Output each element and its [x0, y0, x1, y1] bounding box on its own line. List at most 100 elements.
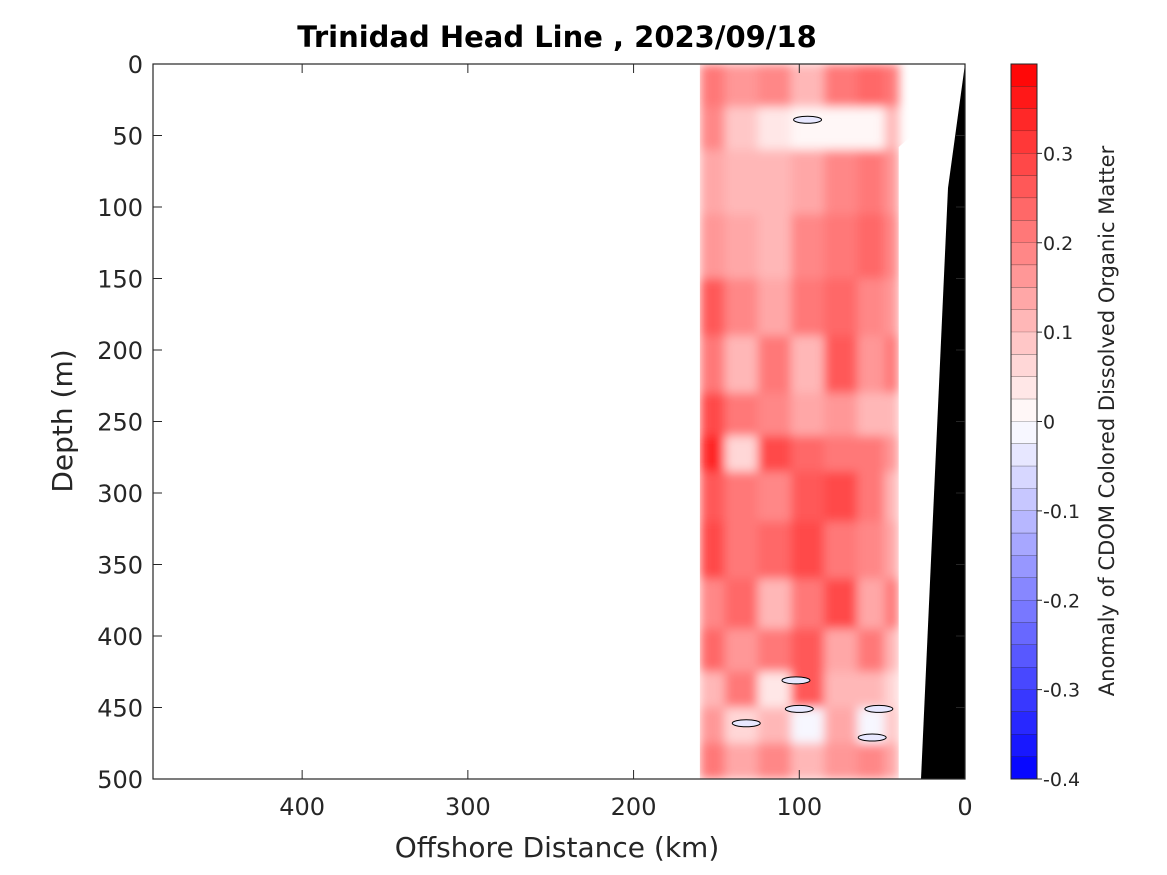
colorbar-tick-label: 0.1: [1043, 322, 1073, 344]
data-cell: [791, 578, 825, 630]
y-tick-label: 500: [97, 766, 143, 794]
colorbar-segment: [1011, 64, 1037, 87]
colorbar-segment: [1011, 131, 1037, 154]
y-tick-label: 400: [97, 623, 143, 651]
data-cell: [824, 64, 858, 108]
data-cell: [791, 106, 825, 151]
data-cell: [724, 435, 759, 473]
data-cell: [824, 521, 858, 580]
x-tick-label: 400: [279, 793, 325, 821]
colorbar-segment: [1011, 667, 1037, 690]
colorbar-segment: [1011, 622, 1037, 646]
data-cell: [884, 64, 900, 108]
data-cell: [857, 471, 886, 523]
colorbar-segment: [1011, 421, 1037, 445]
data-cell: [724, 214, 759, 279]
colorbar-segment: [1011, 153, 1037, 177]
y-tick-label: 300: [97, 480, 143, 508]
data-cell: [791, 707, 825, 744]
colorbar-segment: [1011, 354, 1037, 378]
x-tick-label: 200: [611, 793, 657, 821]
data-cell: [884, 578, 900, 630]
colorbar: 0.3 0.2 0.1 0 -0.1 -0.2 -0.3 -0.4: [1010, 63, 1080, 791]
zero-contour: [781, 676, 811, 685]
data-cell: [757, 628, 792, 673]
data-cell: [724, 392, 759, 437]
data-cell: [757, 392, 792, 437]
data-cell: [884, 214, 900, 279]
data-cell: [824, 707, 858, 744]
data-cell: [699, 578, 726, 630]
chart-title: Trinidad Head Line , 2023/09/18: [297, 20, 817, 54]
y-tick-label: 50: [112, 123, 143, 151]
data-cell: [724, 278, 759, 337]
data-cell: [757, 106, 792, 151]
data-cell: [791, 278, 825, 337]
data-cell: [824, 392, 858, 437]
zero-contour: [784, 704, 814, 713]
data-cell: [824, 149, 858, 215]
colorbar-segment: [1011, 466, 1037, 489]
data-cell: [857, 628, 886, 673]
data-cell: [699, 707, 726, 744]
colorbar-segment: [1011, 689, 1037, 713]
data-cell: [884, 149, 900, 215]
colorbar-segment: [1011, 198, 1037, 221]
data-cell: [757, 743, 792, 779]
data-cell: [699, 743, 726, 779]
data-cell: [724, 106, 759, 151]
colorbar-title: Anomaly of CDOM Colored Dissolved Organi…: [1095, 145, 1119, 696]
data-cell: [824, 335, 858, 394]
zero-contour: [857, 733, 887, 742]
y-tick-label: 100: [97, 194, 143, 222]
data-cell: [884, 392, 900, 437]
colorbar-segment: [1011, 533, 1037, 556]
colorbar-segment: [1011, 711, 1037, 735]
data-cell: [699, 521, 726, 580]
data-cell: [757, 278, 792, 337]
data-cell: [884, 707, 900, 744]
data-cell: [724, 671, 759, 708]
data-cell: [724, 335, 759, 394]
data-cell: [824, 214, 858, 279]
colorbar-tick-label: -0.4: [1043, 769, 1080, 791]
data-cell: [857, 743, 886, 779]
colorbar-segment: [1011, 287, 1037, 311]
data-cell: [699, 149, 726, 215]
colorbar-segment: [1011, 242, 1037, 266]
data-cell: [699, 392, 726, 437]
data-cell: [724, 521, 759, 580]
colorbar-tick-label: 0.2: [1043, 233, 1073, 255]
data-cell: [857, 106, 886, 151]
bathymetry-seafloor: [921, 64, 965, 779]
data-cell: [791, 628, 825, 673]
data-cell: [857, 435, 886, 473]
data-cell: [699, 628, 726, 673]
colorbar-segment: [1011, 399, 1037, 422]
data-cell: [824, 471, 858, 523]
x-tick-label: 300: [445, 793, 491, 821]
y-tick-label: 350: [97, 552, 143, 580]
data-cell: [757, 149, 792, 215]
zero-contour: [864, 704, 894, 713]
data-cell: [857, 335, 886, 394]
colorbar-segment: [1011, 175, 1037, 199]
data-cell: [699, 671, 726, 708]
y-axis: 0 50 100 150 200 250 300 350 400 450 500: [97, 51, 965, 794]
data-cell: [791, 743, 825, 779]
data-cell: [824, 628, 858, 673]
data-cell: [757, 64, 792, 108]
data-cell: [724, 471, 759, 523]
data-cell: [699, 435, 726, 473]
data-cell: [884, 278, 900, 337]
data-cell: [857, 64, 886, 108]
data-cell: [699, 214, 726, 279]
data-cell: [757, 578, 792, 630]
x-axis: 400 300 200 100 0: [279, 64, 973, 821]
data-field: [153, 64, 965, 779]
data-cell: [857, 392, 886, 437]
data-cell: [757, 707, 792, 744]
colorbar-segment: [1011, 555, 1037, 579]
colorbar-segment: [1011, 577, 1037, 601]
colorbar-segment: [1011, 86, 1037, 109]
